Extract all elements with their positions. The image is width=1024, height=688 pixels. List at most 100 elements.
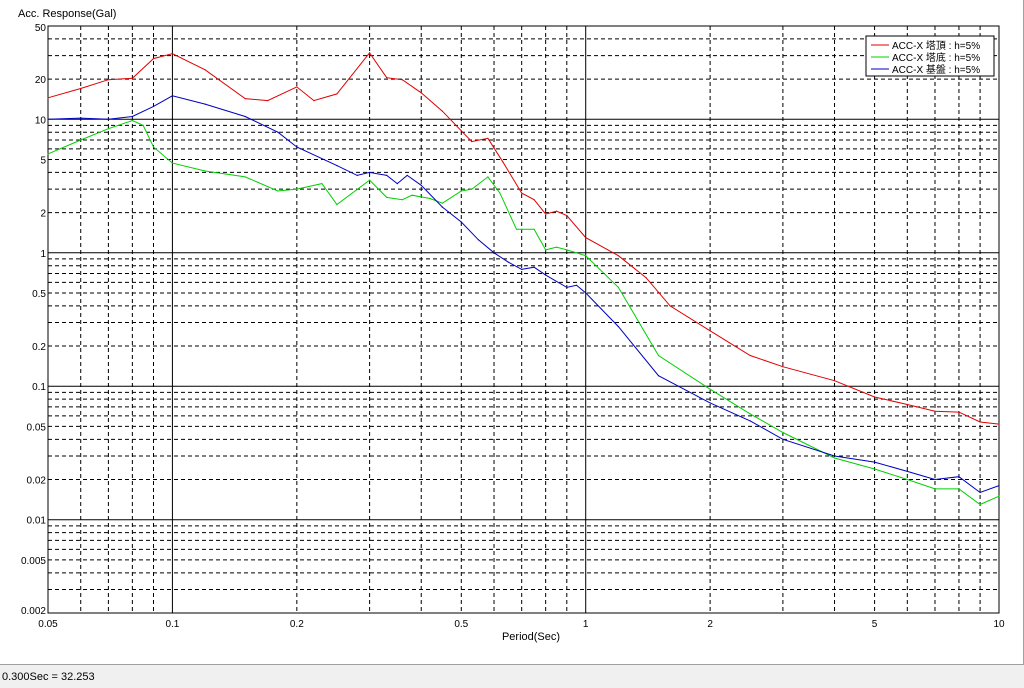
data-point-top	[502, 161, 504, 163]
data-point-ground	[521, 268, 523, 270]
data-point-ground	[477, 239, 479, 241]
data-point-base	[142, 124, 144, 126]
y-tick-label: 1	[40, 249, 46, 260]
data-point-base	[979, 503, 981, 506]
data-point-ground	[406, 174, 408, 176]
data-point-base	[782, 431, 784, 434]
legend-label: ACC-X 塔底 : h=5%	[892, 51, 980, 64]
data-point-ground	[441, 206, 443, 208]
data-point-top	[566, 215, 568, 217]
data-point-base	[998, 495, 1000, 497]
data-point-top	[487, 137, 489, 139]
data-point-base	[204, 170, 206, 172]
data-point-base	[411, 194, 413, 196]
grid	[47, 25, 1000, 614]
x-tick-label: 10	[993, 619, 1005, 630]
data-point-top	[533, 199, 535, 201]
data-point-ground	[533, 266, 535, 268]
data-point-ground	[493, 252, 495, 254]
data-point-top	[152, 58, 155, 60]
data-point-ground	[296, 146, 298, 148]
x-tick-label: 0.1	[165, 619, 179, 630]
data-point-top	[833, 380, 836, 382]
data-point-top	[313, 100, 315, 102]
data-point-top	[267, 100, 269, 102]
data-point-top	[204, 69, 206, 71]
data-point-top	[131, 77, 133, 79]
data-point-top	[617, 255, 620, 257]
x-tick-label: 2	[707, 619, 713, 630]
data-point-ground	[979, 491, 981, 494]
data-point-ground	[277, 131, 279, 133]
data-point-top	[669, 305, 671, 307]
data-point-ground	[566, 286, 568, 288]
data-point-ground	[460, 221, 462, 223]
data-point-ground	[575, 284, 578, 286]
data-point-top	[336, 93, 338, 95]
data-point-ground	[998, 485, 1000, 487]
x-tick-label: 0.5	[454, 619, 468, 630]
data-point-ground	[152, 105, 155, 107]
data-point-ground	[782, 438, 784, 440]
data-point-base	[533, 228, 535, 230]
y-tick-label: 50	[35, 23, 47, 34]
data-point-top	[401, 79, 403, 81]
y-tick-label: 0.5	[32, 289, 46, 300]
data-point-ground	[369, 171, 371, 173]
data-point-base	[555, 246, 558, 248]
data-point-base	[401, 199, 403, 201]
data-point-ground	[906, 470, 908, 472]
data-point-ground	[709, 402, 711, 404]
data-point-base	[47, 153, 49, 155]
y-tick-label: 2	[40, 209, 46, 220]
data-point-ground	[585, 292, 587, 294]
y-tick-label: 5	[40, 155, 46, 166]
data-point-base	[487, 176, 489, 178]
data-point-base	[833, 457, 836, 459]
data-point-top	[471, 141, 473, 143]
data-point-top	[420, 92, 422, 94]
y-axis-title: Acc. Response(Gal)	[18, 8, 116, 20]
data-point-ground	[204, 103, 206, 105]
data-point-ground	[107, 118, 109, 120]
data-point-base	[80, 139, 82, 141]
data-point-base	[657, 354, 660, 357]
series-line-base	[47, 119, 1000, 506]
data-point-top	[906, 403, 908, 406]
data-point-ground	[833, 455, 836, 457]
y-tick-label: 20	[35, 75, 47, 86]
data-point-top	[460, 130, 462, 132]
data-point-base	[131, 119, 133, 122]
y-tick-label: 10	[35, 115, 47, 126]
data-point-ground	[507, 261, 509, 263]
data-point-top	[545, 213, 547, 215]
data-point-top	[441, 110, 443, 112]
y-tick-label: 0.01	[27, 516, 47, 527]
data-point-base	[171, 162, 173, 164]
y-tick-label: 0.005	[21, 556, 46, 567]
response-spectrum-chart: 0.0020.0050.010.020.050.10.20.5125102050…	[18, 8, 1005, 643]
series-lines	[47, 51, 1000, 506]
data-point-ground	[934, 478, 936, 481]
data-point-ground	[171, 95, 173, 97]
data-point-top	[80, 87, 82, 90]
data-point-top	[386, 77, 388, 79]
x-tick-label: 0.05	[38, 619, 58, 630]
data-point-top	[244, 98, 246, 100]
data-point-base	[499, 192, 501, 194]
data-point-base	[515, 228, 518, 230]
data-point-base	[934, 488, 936, 490]
y-tick-label: 0.02	[27, 476, 47, 487]
status-readout: 0.300Sec = 32.253	[2, 671, 95, 683]
data-point-base	[441, 202, 443, 204]
data-point-ground	[958, 476, 960, 478]
status-bar: 0.300Sec = 32.253	[0, 664, 1024, 688]
data-point-base	[958, 488, 960, 490]
y-tick-label: 0.002	[21, 606, 46, 617]
data-point-base	[749, 413, 751, 415]
data-point-base	[321, 183, 323, 185]
data-point-base	[545, 249, 547, 251]
data-point-base	[107, 128, 109, 130]
data-point-top	[47, 97, 49, 99]
data-point-base	[874, 468, 876, 470]
